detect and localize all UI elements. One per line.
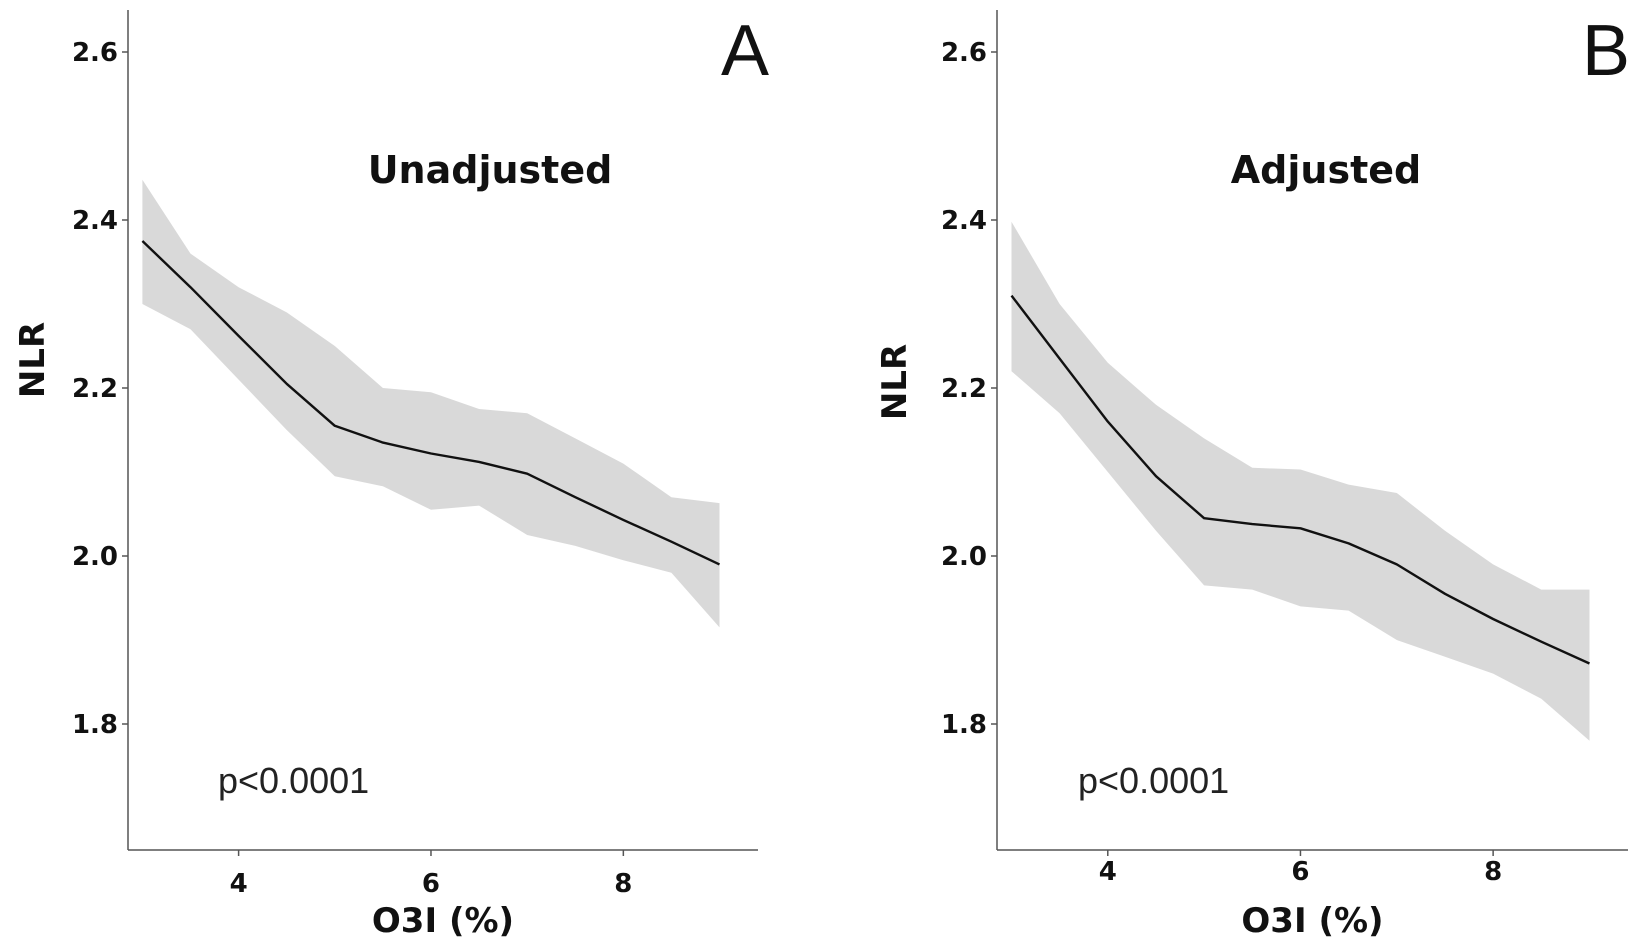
panel-title: Unadjusted [368,148,613,192]
p-value-annotation: p<0.0001 [218,760,369,801]
y-tick-label: 1.8 [72,710,118,740]
x-tick-label: 8 [614,869,632,899]
y-tick-label: 2.0 [941,542,987,572]
panel-b: 1.8 2.0 2.2 2.4 2.6 4 6 8 O3I (%) NLR Adjusted Bp<0… [875,10,1630,941]
fitted-line [1010,294,1590,665]
p-value-annotation: p<0.0001 [1078,760,1229,801]
y-tick-label: 2.2 [72,374,118,404]
y-tick-label: 2.6 [941,38,987,68]
y-tick-label: 2.6 [72,38,118,68]
x-axis-title: O3I (%) [372,901,514,941]
y-tick-label: 2.2 [941,374,987,404]
y-axis-title: NLR [13,322,53,398]
panel-title: Adjusted [1231,148,1421,192]
panel-letter: A [721,11,769,91]
panel-letter: B [1582,11,1630,91]
y-tick-label: 2.0 [72,542,118,572]
fitted-line [141,240,721,566]
x-tick-label: 8 [1484,857,1502,887]
y-axis-title: NLR [875,344,915,420]
y-tick-label: 2.4 [72,206,118,236]
x-tick-label: 4 [230,869,248,899]
x-tick-label: 4 [1099,857,1117,887]
y-tick-label: 1.8 [941,710,987,740]
confidence-band [142,179,720,628]
x-tick-label: 6 [1291,857,1309,887]
x-tick-label: 6 [422,869,440,899]
confidence-band [1011,221,1590,741]
y-tick-label: 2.4 [941,206,987,236]
x-axis-title: O3I (%) [1241,901,1383,941]
panel-a: 1.8 2.0 2.2 2.4 2.6 4 6 8 O3I (%) NLR Unadjusted Ap… [13,10,769,941]
